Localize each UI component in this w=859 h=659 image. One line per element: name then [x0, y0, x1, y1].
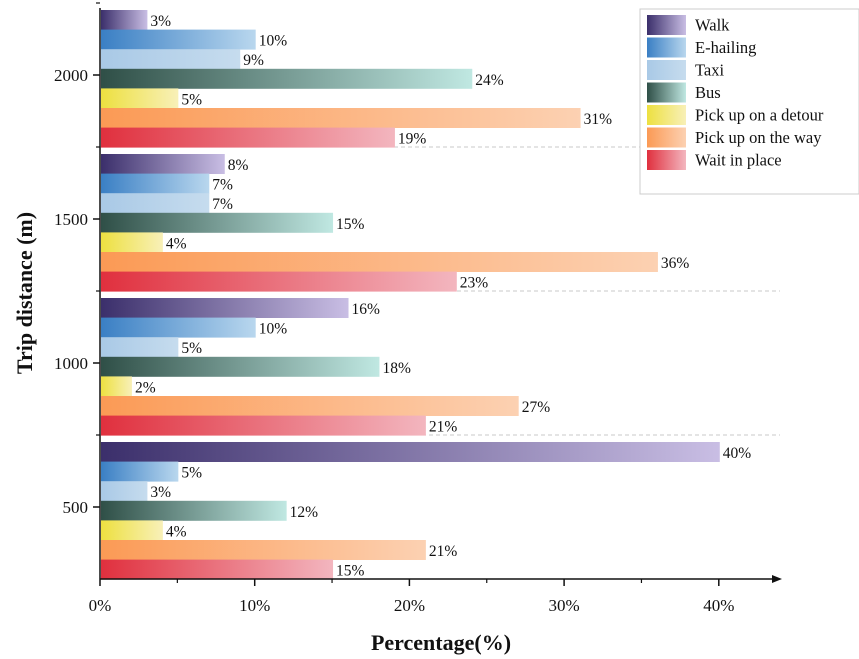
bar-bus-2000 — [101, 68, 473, 89]
bar-value-label: 7% — [212, 196, 233, 213]
x-tick-label: 40% — [703, 596, 734, 615]
axes-layer — [99, 8, 782, 583]
y-tick-label: 1000 — [54, 354, 88, 373]
bar-value-label: 23% — [460, 275, 489, 292]
bar-value-label: 10% — [259, 33, 288, 50]
bar-bus-500 — [101, 500, 287, 521]
legend-entry-label: Pick up on a detour — [695, 106, 824, 125]
bar-labels-layer: 40% 5% 3% 12% 4% 21% 15% 16% 10% 5% 18% 2% 27% 21% 8% 7… — [135, 13, 751, 580]
bar-value-label: 12% — [290, 504, 319, 521]
bar-value-label: 3% — [150, 484, 171, 501]
y-axis-title: Trip distance (m) — [12, 212, 37, 374]
legend-swatch — [647, 127, 686, 148]
bars-layer — [101, 10, 720, 580]
y-tick-label: 500 — [63, 498, 89, 517]
bar-pick-up-on-the-way-1500 — [101, 252, 658, 272]
bar-pick-up-on-a-detour-1500 — [101, 232, 163, 253]
legend-swatch — [647, 37, 686, 58]
legend-swatch — [647, 15, 686, 35]
bar-bus-1500 — [101, 212, 334, 233]
bar-pick-up-on-a-detour-1000 — [101, 376, 132, 397]
x-axis-title: Percentage(%) — [371, 630, 511, 655]
bar-taxi-500 — [101, 481, 148, 502]
bar-value-label: 21% — [429, 543, 458, 560]
bar-value-label: 8% — [228, 157, 249, 174]
bar-e-hailing-1000 — [101, 317, 256, 338]
legend-swatch — [647, 105, 686, 125]
bar-value-label: 5% — [181, 465, 202, 482]
legend-entry-label: Taxi — [695, 61, 725, 80]
bar-wait-in-place-1500 — [101, 271, 457, 292]
legend-entry-label: Wait in place — [695, 151, 782, 170]
bar-value-label: 40% — [723, 445, 752, 462]
bar-value-label: 4% — [166, 523, 187, 540]
bar-value-label: 24% — [475, 72, 504, 89]
x-tick-label: 20% — [394, 596, 425, 615]
bar-bus-1000 — [101, 356, 380, 377]
bar-e-hailing-1500 — [101, 173, 210, 194]
x-tick-label: 10% — [239, 596, 270, 615]
bar-e-hailing-2000 — [101, 29, 256, 50]
bar-pick-up-on-a-detour-2000 — [101, 88, 179, 109]
bar-value-label: 9% — [243, 52, 264, 69]
x-axis-arrow — [772, 575, 782, 583]
legend-entry-label: Bus — [695, 83, 721, 102]
bar-value-label: 27% — [522, 399, 551, 416]
bar-taxi-1500 — [101, 193, 210, 214]
x-tick-label: 30% — [549, 596, 580, 615]
bar-wait-in-place-1000 — [101, 415, 426, 436]
bar-value-label: 5% — [181, 91, 202, 108]
bar-value-label: 2% — [135, 379, 156, 396]
bar-value-label: 15% — [336, 216, 365, 233]
bar-pick-up-on-the-way-1000 — [101, 396, 519, 416]
bar-value-label: 5% — [181, 340, 202, 357]
bar-wait-in-place-500 — [101, 559, 334, 580]
legend-swatch — [647, 60, 686, 80]
legend: Walk E-hailing Taxi Bus Pick up on a detour P… — [639, 8, 859, 195]
legend-entry-label: Walk — [695, 16, 730, 35]
bar-walk-1500 — [101, 154, 225, 174]
bar-walk-1000 — [101, 298, 349, 318]
bar-value-label: 15% — [336, 563, 365, 580]
bar-value-label: 18% — [382, 360, 411, 377]
x-tick-label: 0% — [89, 596, 112, 615]
bar-pick-up-on-a-detour-500 — [101, 520, 163, 541]
legend-entry-label: Pick up on the way — [695, 128, 822, 147]
bar-value-label: 19% — [398, 131, 427, 148]
bar-value-label: 16% — [352, 301, 381, 318]
bar-pick-up-on-the-way-500 — [101, 540, 426, 560]
bar-value-label: 10% — [259, 321, 288, 338]
x-ticks-layer: 0% 10% 20% 30% 40% — [89, 579, 734, 615]
bar-value-label: 4% — [166, 235, 187, 252]
bar-wait-in-place-2000 — [101, 127, 395, 148]
bar-walk-2000 — [101, 10, 148, 30]
bar-walk-500 — [101, 442, 720, 462]
bar-pick-up-on-the-way-2000 — [101, 108, 581, 128]
bar-taxi-1000 — [101, 337, 179, 358]
bar-taxi-2000 — [101, 49, 241, 70]
y-ticks-layer: 500 1000 1500 2000 — [54, 2, 100, 517]
legend-swatch — [647, 150, 686, 170]
y-tick-label: 1500 — [54, 210, 88, 229]
y-tick-label: 2000 — [54, 66, 88, 85]
bar-e-hailing-500 — [101, 461, 179, 482]
bar-value-label: 31% — [584, 111, 613, 128]
bar-value-label: 36% — [661, 255, 690, 272]
bar-value-label: 7% — [212, 177, 233, 194]
legend-entry-label: E-hailing — [695, 38, 756, 57]
legend-swatch — [647, 82, 686, 103]
bar-value-label: 3% — [150, 13, 171, 30]
bar-value-label: 21% — [429, 419, 458, 436]
